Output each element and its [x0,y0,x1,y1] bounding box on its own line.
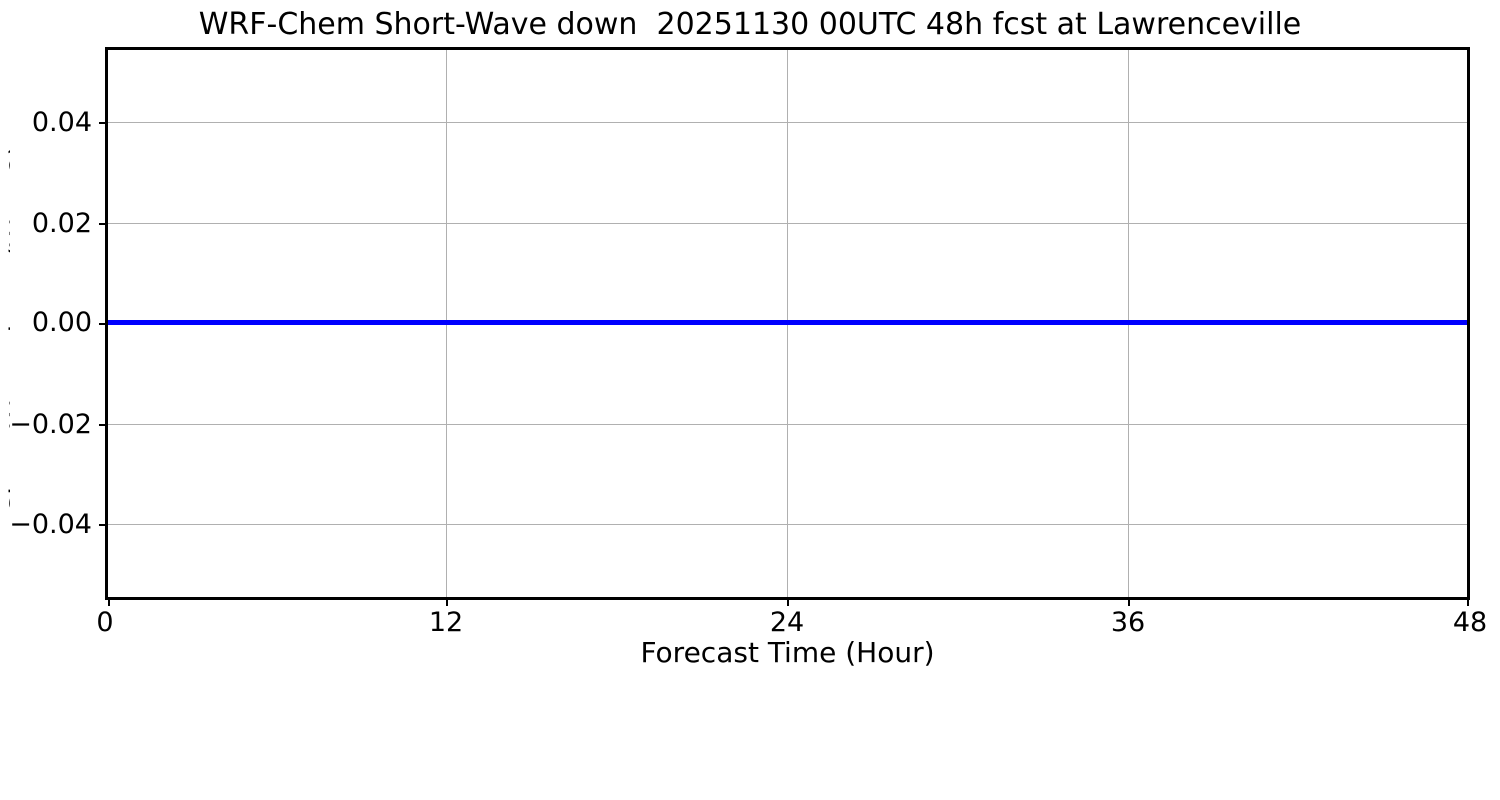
x-tick-mark-24 [787,597,789,606]
y-tick-label-2: 0.00 [31,307,92,338]
plot-area [99,47,1470,606]
y-tick-mark-0.04 [99,122,108,124]
x-tick-mark-36 [1128,597,1130,606]
y-tick-mark-0.00 [99,323,108,325]
y-tick-label-3: −0.02 [9,409,92,440]
y-tick-mark--0.04 [99,524,108,526]
x-axis-label: Forecast Time (Hour) [640,636,935,669]
y-tick-mark--0.02 [99,424,108,426]
x-tick-label-0: 0 [96,607,114,638]
y-tick-label-0: 0.04 [31,107,92,138]
x-tick-label-1: 12 [428,607,464,638]
data-series-layer [108,50,1467,597]
x-tick-label-3: 36 [1110,607,1146,638]
chart-title: WRF-Chem Short-Wave down 20251130 00UTC … [198,7,1302,42]
x-tick-label-4: 48 [1452,607,1488,638]
y-tick-label-4: −0.04 [9,509,92,540]
y-tick-mark-0.02 [99,223,108,225]
x-tick-label-2: 24 [769,607,805,638]
x-tick-mark-48 [1467,597,1469,606]
x-tick-mark-12 [446,597,448,606]
series-line-short-wave-down [108,320,1467,325]
x-tick-mark-0 [108,597,110,606]
y-tick-label-1: 0.02 [31,208,92,239]
